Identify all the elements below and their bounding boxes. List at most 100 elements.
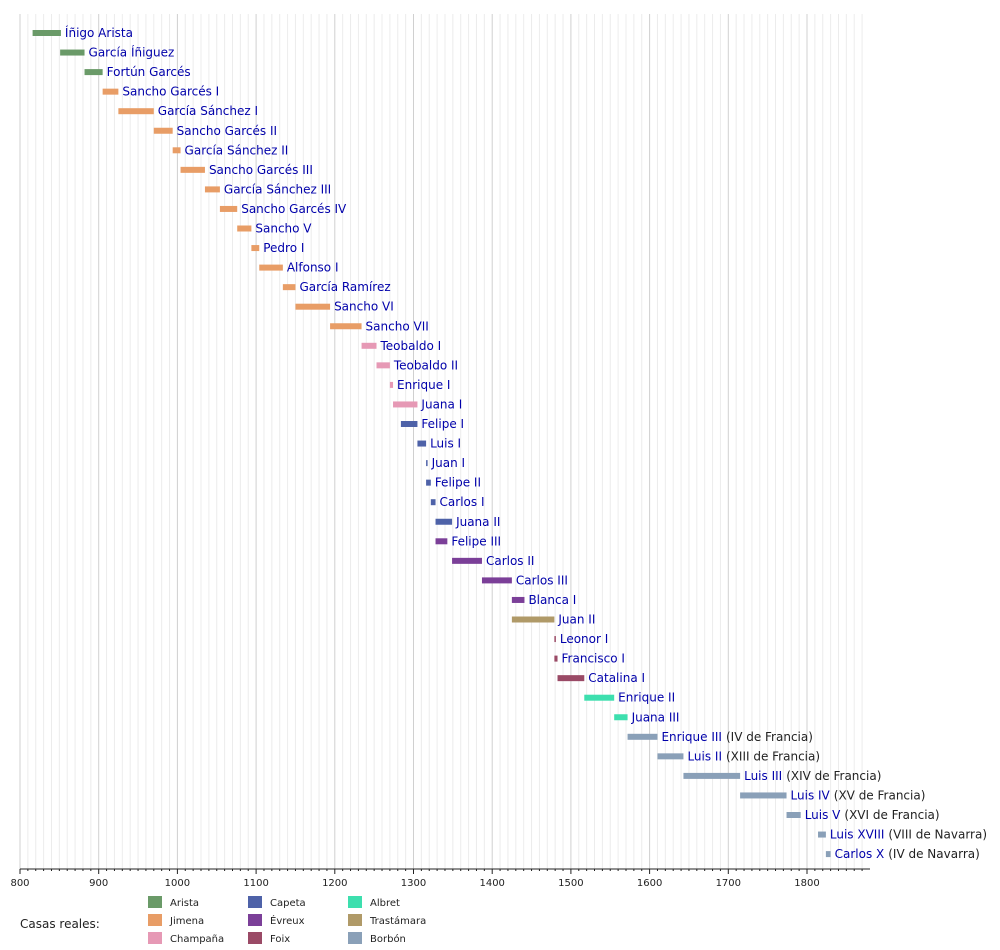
reign-name: García Ramírez: [299, 280, 390, 294]
reign-bar: [282, 284, 296, 291]
reign-label: Carlos II: [486, 554, 535, 568]
reign-bar: [237, 225, 252, 232]
reign-name: Felipe III: [451, 534, 501, 548]
reign-name: Juan I: [431, 456, 465, 470]
reign-name: García Sánchez I: [158, 104, 258, 118]
reign-name: Sancho Garcés IV: [241, 202, 347, 216]
reign-label: Sancho VII: [366, 319, 429, 333]
reign-bar: [740, 792, 787, 799]
legend-label: Borbón: [370, 933, 406, 945]
reign-label: Enrique III (IV de Francia): [661, 730, 812, 744]
reign-label: Luis IV (XV de Francia): [791, 788, 926, 802]
legend-label: Arista: [170, 898, 199, 909]
reign-label: Juana I: [420, 397, 462, 411]
reign-label: García Sánchez II: [185, 143, 289, 157]
legend-swatch: [248, 896, 262, 908]
legend-swatch: [148, 932, 162, 944]
legend-swatch: [348, 932, 362, 944]
reign-name: Carlos X: [835, 847, 885, 861]
reign-label: Juana II: [455, 515, 500, 529]
x-tick-label: 1400: [479, 878, 504, 889]
legend-swatch: [348, 896, 362, 908]
reign-label: Sancho VI: [334, 300, 394, 314]
reign-label: García Íñiguez: [89, 45, 175, 60]
reign-labels: Íñigo Arista García Íñiguez Fortún Garcés S…: [65, 25, 987, 861]
reign-name: Sancho Garcés III: [209, 163, 313, 177]
x-axis: 800 900 1000 1100 1200 1300 1400 1500 1600 1700 18…: [10, 868, 870, 889]
reign-label: Juan II: [557, 613, 595, 627]
reign-note: (IV de Francia): [726, 730, 813, 744]
legend-label: Trastámara: [369, 915, 426, 927]
reign-bar: [259, 264, 283, 271]
legend-swatch: [348, 914, 362, 926]
x-tick-label: 800: [10, 878, 29, 889]
x-tick-label: 1700: [716, 878, 741, 889]
reign-label: Sancho V: [255, 222, 312, 236]
reign-bar: [153, 127, 173, 134]
major-gridlines: [19, 14, 808, 869]
reign-name: Juana III: [631, 710, 680, 724]
reign-name: Pedro I: [263, 241, 304, 255]
reign-label: Juan I: [431, 456, 465, 470]
reign-bar: [786, 812, 801, 818]
reign-bar: [614, 714, 628, 721]
reign-bar: [393, 401, 418, 408]
reign-name: Sancho Garcés I: [122, 85, 219, 99]
x-tick-label: 900: [89, 878, 108, 889]
reign-note: (XV de Francia): [834, 788, 926, 802]
reign-note: (XIV de Francia): [786, 769, 881, 783]
reign-bar: [554, 636, 556, 643]
reign-name: Sancho VI: [334, 300, 394, 314]
reign-bar: [825, 851, 831, 858]
reign-label: Pedro I: [263, 241, 304, 255]
reign-name: Enrique II: [618, 691, 675, 705]
minor-gridlines: [27, 14, 863, 869]
reign-bar: [204, 186, 220, 193]
reign-name: Sancho VII: [366, 319, 429, 333]
reign-name: Íñigo Arista: [65, 25, 133, 40]
reign-label: Enrique I: [397, 378, 450, 392]
x-tick-label: 1200: [322, 878, 347, 889]
reign-label: Luis II (XIII de Francia): [687, 749, 820, 763]
reign-name: Teobaldo II: [393, 358, 458, 372]
reign-name: Felipe I: [421, 417, 464, 431]
legend-swatch: [248, 914, 262, 926]
reign-name: Juana I: [420, 397, 462, 411]
legend-title: Casas reales:: [20, 917, 100, 931]
reign-label: Leonor I: [560, 632, 608, 646]
reign-name: Alfonso I: [287, 261, 339, 275]
reign-name: Blanca I: [528, 593, 576, 607]
reign-label: Felipe III: [451, 534, 501, 548]
reign-bar: [417, 440, 427, 447]
legend-label: Champaña: [170, 934, 224, 945]
reign-label: Fortún Garcés: [107, 65, 191, 79]
reign-name: García Íñiguez: [89, 45, 175, 60]
reign-bar: [627, 733, 658, 740]
x-tick-label: 1800: [794, 878, 819, 889]
reign-name: Fortún Garcés: [107, 65, 191, 79]
legend-label: Capeta: [270, 898, 306, 909]
reign-note: (XVI de Francia): [844, 808, 939, 822]
reign-name: García Sánchez II: [185, 143, 289, 157]
reign-label: Luis XVIII (VIII de Navarra): [830, 828, 987, 842]
reign-bar: [361, 342, 377, 349]
reign-label: García Sánchez I: [158, 104, 258, 118]
reign-bar: [172, 147, 181, 154]
reign-bar: [557, 675, 585, 682]
reign-label: Juana III: [631, 710, 680, 724]
reign-name: Luis IV: [791, 788, 831, 802]
reign-label: García Ramírez: [299, 280, 390, 294]
reign-bar: [102, 88, 119, 95]
reign-note: (IV de Navarra): [888, 847, 980, 861]
reign-label: Sancho Garcés I: [122, 85, 219, 99]
legend-swatch: [148, 914, 162, 926]
reign-bar: [584, 694, 615, 701]
reign-label: Luis V (XVI de Francia): [805, 808, 940, 822]
reign-bar: [400, 421, 418, 427]
reign-bar: [481, 577, 512, 584]
reign-bar: [219, 205, 238, 212]
reign-note: (XIII de Francia): [726, 749, 820, 763]
reign-name: Juana II: [455, 515, 500, 529]
reign-label: Sancho Garcés III: [209, 163, 313, 177]
reign-bar: [32, 30, 61, 36]
